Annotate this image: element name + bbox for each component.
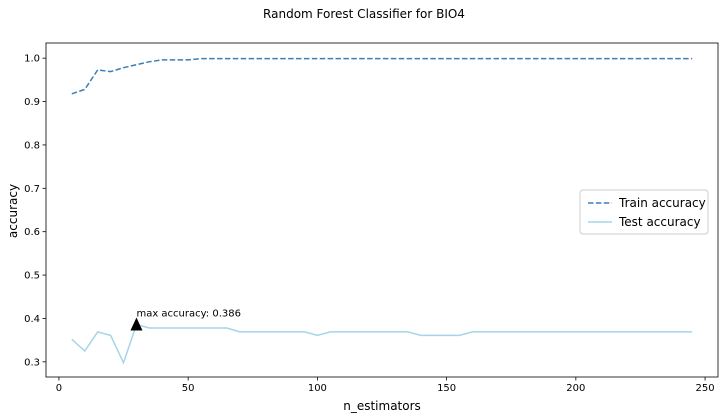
- chart-title: Random Forest Classifier for BIO4: [263, 7, 465, 21]
- max-accuracy-marker: [130, 317, 143, 331]
- legend-box: [579, 189, 709, 235]
- x-tick-label: 150: [437, 383, 456, 394]
- y-tick-label: 0.4: [24, 314, 40, 325]
- y-tick-label: 0.8: [24, 140, 40, 151]
- series-line-test: [71, 323, 693, 365]
- legend: Train accuracy Test accuracy: [579, 189, 709, 235]
- x-axis-label: n_estimators: [343, 399, 421, 413]
- y-axis-label: accuracy: [6, 184, 20, 238]
- legend-label-train: Train accuracy: [618, 196, 706, 210]
- y-tick-label: 1.0: [24, 54, 40, 65]
- plot-area: [45, 42, 719, 378]
- y-tick-label: 0.7: [24, 184, 40, 195]
- y-tick-label: 0.3: [24, 357, 40, 368]
- series-layer: [71, 57, 693, 365]
- x-tick-label: 0: [56, 383, 62, 394]
- series-line-train: [71, 57, 693, 95]
- x-tick-label: 100: [308, 383, 327, 394]
- x-tick-label: 50: [182, 383, 195, 394]
- axes: 0 50 100 150 200 250 0.3 0.4 0.5 0.6 0.7 0.8 0.9 1.0: [24, 54, 715, 394]
- x-tick-label: 250: [696, 383, 715, 394]
- legend-label-test: Test accuracy: [618, 215, 701, 229]
- y-tick-label: 0.9: [24, 97, 40, 108]
- max-accuracy-label: max accuracy: 0.386: [136, 309, 241, 320]
- plot-frame: [45, 42, 719, 378]
- y-tick-label: 0.6: [24, 227, 40, 238]
- x-tick-label: 200: [566, 383, 585, 394]
- annotation-layer: max accuracy: 0.386: [130, 309, 241, 331]
- y-tick-label: 0.5: [24, 271, 40, 282]
